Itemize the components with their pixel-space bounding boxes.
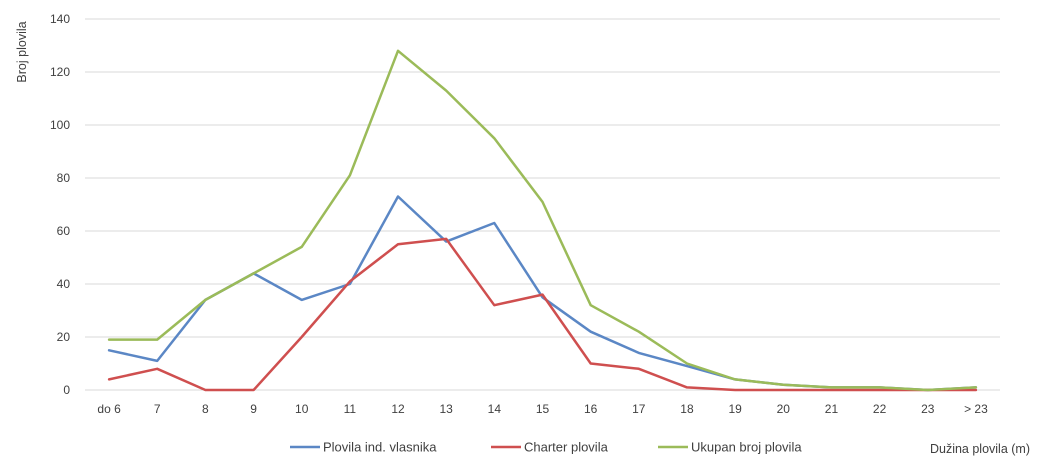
- y-tick-label: 100: [50, 118, 70, 132]
- x-axis-ticks: do 6 7 8 9 10 11 12 13 14 15 16 17 18 19 20 21 22 23 > 23: [97, 402, 988, 416]
- series-line-3: [109, 51, 976, 390]
- x-tick-label: 19: [728, 402, 742, 416]
- y-tick-label: 0: [63, 383, 70, 397]
- x-tick-label: 20: [777, 402, 791, 416]
- x-axis-title: Dužina plovila (m): [930, 442, 1030, 456]
- legend: Plovila ind. vlasnika Charter plovila Ukup…: [290, 440, 802, 455]
- x-tick-label: 21: [825, 402, 839, 416]
- x-tick-label: 7: [154, 402, 161, 416]
- x-tick-label: 8: [202, 402, 209, 416]
- x-tick-label: 13: [440, 402, 454, 416]
- series-line-2: [109, 239, 976, 390]
- x-tick-label: 11: [344, 402, 357, 416]
- x-tick-label: 15: [536, 402, 550, 416]
- x-tick-label: do 6: [97, 402, 121, 416]
- x-tick-label: 12: [391, 402, 405, 416]
- x-tick-label: 10: [295, 402, 309, 416]
- x-tick-label: 16: [584, 402, 598, 416]
- x-tick-label: 17: [632, 402, 646, 416]
- legend-label: Ukupan broj plovila: [691, 440, 802, 455]
- x-tick-label: 9: [250, 402, 257, 416]
- series-line-1: [109, 197, 976, 391]
- x-tick-label: 18: [680, 402, 694, 416]
- x-tick-label: 22: [873, 402, 887, 416]
- y-tick-label: 140: [50, 12, 70, 26]
- y-tick-label: 20: [57, 330, 71, 344]
- y-tick-label: 60: [57, 224, 71, 238]
- series-lines: [109, 51, 976, 390]
- x-tick-label: > 23: [964, 402, 988, 416]
- x-tick-label: 14: [488, 402, 502, 416]
- legend-label: Charter plovila: [524, 440, 609, 455]
- y-axis-ticks: 0 20 40 60 80 100 120 140: [50, 12, 70, 397]
- x-tick-label: 23: [921, 402, 935, 416]
- y-tick-label: 40: [57, 277, 71, 291]
- legend-label: Plovila ind. vlasnika: [323, 440, 437, 455]
- y-tick-label: 80: [57, 171, 71, 185]
- y-axis-title: Broj plovila: [15, 21, 29, 82]
- y-tick-label: 120: [50, 65, 70, 79]
